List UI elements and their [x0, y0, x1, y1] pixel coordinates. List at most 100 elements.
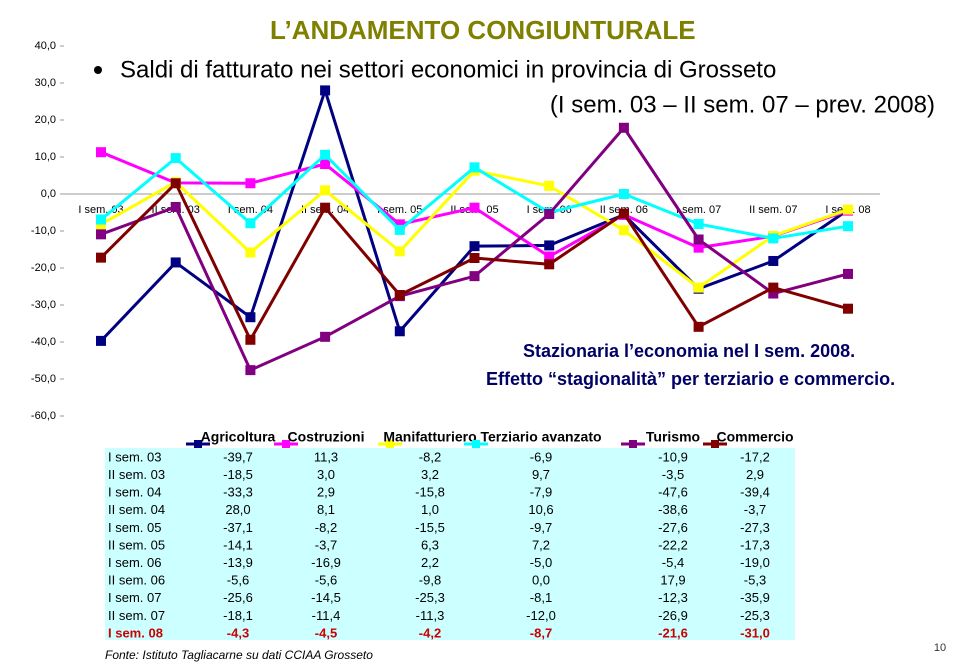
table-value: -5,3: [744, 573, 766, 588]
y-tick-label: 40,0: [35, 40, 56, 52]
table-value: -9,8: [419, 573, 441, 588]
point-marker: [544, 180, 555, 191]
page-number: 10: [934, 642, 946, 654]
table-value: -15,8: [415, 485, 445, 500]
table-value: -8,2: [419, 449, 441, 464]
y-tick-label: 0,0: [41, 188, 56, 200]
annotation: Effetto “stagionalità” per terziario e c…: [486, 369, 895, 389]
point-marker: [544, 251, 555, 262]
point-marker: [96, 252, 106, 263]
table-value: 1,0: [421, 502, 439, 517]
table-value: 11,3: [314, 449, 338, 464]
point-marker: [394, 224, 405, 235]
y-tick-label: -30,0: [31, 299, 56, 311]
table-value: -12,0: [526, 608, 556, 623]
point-marker: [768, 255, 779, 266]
point-marker: [843, 204, 853, 215]
point-marker: [469, 202, 480, 213]
point-marker: [544, 240, 555, 251]
point-marker: [469, 162, 480, 173]
table-value: -5,4: [662, 555, 684, 570]
table-value: 6,3: [421, 537, 439, 552]
table-value: 9,7: [532, 467, 550, 482]
table-value: -3,7: [315, 537, 337, 552]
legend-label: Terziario avanzato: [480, 429, 601, 445]
table-value: 3,0: [317, 467, 335, 482]
table-value: -8,2: [315, 520, 337, 535]
table-value: -37,1: [223, 520, 253, 535]
table-value: -5,6: [227, 573, 249, 588]
table-value: 28,0: [225, 502, 250, 517]
table-value: -26,9: [658, 608, 688, 623]
table-value: -22,2: [658, 537, 688, 552]
point-marker: [245, 365, 256, 376]
x-tick-label: II sem. 07: [749, 204, 797, 216]
point-marker: [693, 321, 704, 332]
table-value: -16,9: [311, 555, 341, 570]
table-value: -25,3: [415, 590, 445, 605]
point-marker: [394, 219, 405, 230]
series-line: [100, 169, 849, 290]
table-row-label: II sem. 04: [108, 502, 165, 517]
legend-label: Agricoltura: [201, 429, 276, 445]
table-value: -25,3: [740, 608, 770, 623]
table-row-label: II sem. 07: [108, 608, 165, 623]
table-row-label: II sem. 05: [108, 537, 165, 552]
table-value: 8,1: [317, 502, 335, 517]
table-value: -27,3: [740, 520, 770, 535]
table-value: -4,3: [227, 625, 249, 640]
y-tick-label: 30,0: [35, 77, 56, 89]
point-marker: [768, 233, 779, 244]
point-marker: [843, 303, 853, 314]
point-marker: [469, 241, 480, 252]
table-value: -35,9: [740, 590, 770, 605]
table-background: [105, 448, 795, 640]
point-marker: [394, 290, 405, 301]
source: Fonte: Istituto Tagliacarne su dati CCIA…: [105, 648, 373, 662]
point-marker: [394, 246, 405, 257]
legend-marker: [711, 440, 719, 448]
point-marker: [96, 229, 106, 240]
table-value: -17,3: [740, 537, 770, 552]
table-value: -4,5: [315, 625, 337, 640]
table-value: -27,6: [658, 520, 688, 535]
point-marker: [320, 149, 331, 160]
x-tick-label: I sem. 03: [78, 204, 123, 216]
table-row-label: II sem. 03: [108, 467, 165, 482]
period: (I sem. 03 – II sem. 07 – prev. 2008): [550, 91, 935, 118]
table-value: -31,0: [740, 625, 770, 640]
table-value: -7,9: [530, 485, 552, 500]
table-value: -33,3: [223, 485, 253, 500]
table-value: 7,2: [532, 537, 550, 552]
table-value: -12,3: [658, 590, 688, 605]
legend-label: Costruzioni: [288, 429, 365, 445]
table-row-label: II sem. 06: [108, 573, 165, 588]
table-value: -6,9: [530, 449, 552, 464]
y-tick-label: -10,0: [31, 225, 56, 237]
table-value: 17,9: [660, 573, 685, 588]
point-marker: [693, 282, 704, 293]
table-value: -15,5: [415, 520, 445, 535]
point-marker: [170, 257, 181, 268]
table-value: -11,4: [312, 608, 341, 623]
y-tick-label: -20,0: [31, 262, 56, 274]
x-tick-label: I sem. 07: [676, 204, 721, 216]
table-value: -5,0: [530, 555, 552, 570]
table-row-label: I sem. 08: [108, 625, 163, 640]
point-marker: [170, 153, 181, 164]
table-value: 2,2: [421, 555, 439, 570]
x-tick-label: I sem. 05: [377, 204, 422, 216]
table-value: 3,2: [421, 467, 439, 482]
point-marker: [320, 185, 331, 196]
point-marker: [469, 271, 480, 282]
table-value: -11,3: [416, 608, 445, 623]
y-tick-label: -60,0: [31, 410, 56, 422]
table-value: -21,6: [658, 625, 688, 640]
point-marker: [320, 159, 331, 170]
table-value: -19,0: [740, 555, 770, 570]
point-marker: [320, 202, 331, 213]
table-value: 10,6: [528, 502, 553, 517]
point-marker: [320, 85, 331, 96]
point-marker: [469, 253, 480, 264]
table-row-label: I sem. 04: [108, 485, 161, 500]
